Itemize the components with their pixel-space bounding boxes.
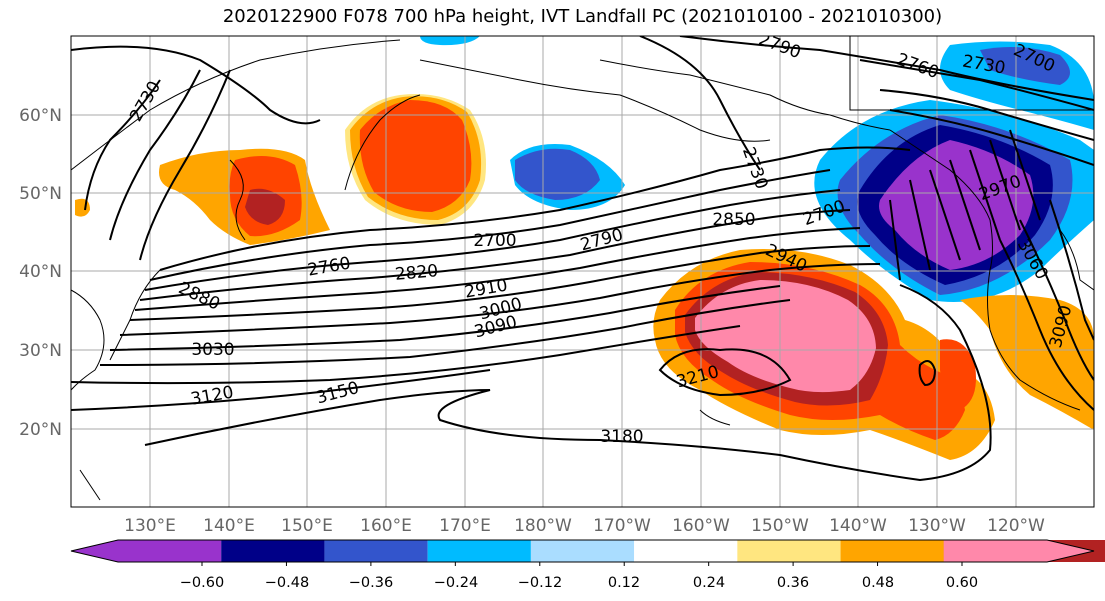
- lon-label: 150°W: [751, 516, 809, 536]
- longitude-axis: 130°E 140°E 150°E 160°E 170°E 180°W 170°…: [124, 516, 1045, 536]
- colorbar-segments: [70, 539, 1105, 563]
- contour-label: 2700: [473, 231, 516, 251]
- map-frame: [70, 35, 1095, 508]
- lat-label: 60°N: [19, 106, 62, 126]
- map-panel: 2730 2790 2760 2730 2700 2730 2700 2850 …: [71, 36, 1094, 507]
- ivt-positive-anomaly: [75, 94, 1094, 460]
- lon-label: 140°W: [829, 516, 887, 536]
- lat-label: 50°N: [19, 184, 62, 204]
- colorbar-label: −0.12: [518, 575, 562, 591]
- colorbar: −0.60 −0.48 −0.36 −0.24 −0.12 0.12 0.24 …: [70, 539, 1105, 591]
- colorbar-segment: [221, 540, 325, 562]
- contour-label: 2850: [712, 210, 755, 230]
- colorbar-segment: [840, 540, 944, 562]
- colorbar-label: −0.48: [265, 575, 309, 591]
- lon-label: 140°E: [203, 516, 255, 536]
- lat-label: 20°N: [19, 420, 62, 440]
- colorbar-label: 0.48: [862, 575, 894, 591]
- colorbar-label: −0.36: [349, 575, 393, 591]
- lon-label: 170°W: [593, 516, 651, 536]
- colorbar-segment: [530, 540, 635, 562]
- map-title: 2020122900 F078 700 hPa height, IVT Land…: [222, 6, 943, 27]
- lon-label: 150°E: [281, 516, 333, 536]
- latitude-axis: 60°N 50°N 40°N 30°N 20°N: [19, 106, 62, 440]
- colorbar-label: −0.60: [180, 575, 224, 591]
- lat-label: 30°N: [19, 341, 62, 361]
- height-contours: [71, 36, 1094, 482]
- colorbar-segment: [324, 540, 428, 562]
- colorbar-segment: [634, 540, 738, 562]
- colorbar-label: 0.36: [777, 575, 809, 591]
- graticule: [71, 36, 1094, 507]
- colorbar-segment: [943, 540, 1094, 562]
- colorbar-segment: [737, 540, 841, 562]
- lon-label: 120°W: [987, 516, 1045, 536]
- colorbar-segment: [71, 540, 222, 562]
- coastlines: [71, 36, 1094, 501]
- lon-label: 180°W: [514, 516, 572, 536]
- contour-label: 3030: [191, 340, 234, 360]
- lon-label: 160°E: [360, 516, 412, 536]
- colorbar-label: −0.24: [434, 575, 478, 591]
- colorbar-label: 0.60: [946, 575, 978, 591]
- lat-label: 40°N: [19, 262, 62, 282]
- colorbar-ticks: [201, 562, 963, 566]
- colorbar-label: 0.24: [693, 575, 725, 591]
- lon-label: 170°E: [439, 516, 491, 536]
- colorbar-label: 0.12: [608, 575, 640, 591]
- colorbar-labels: −0.60 −0.48 −0.36 −0.24 −0.12 0.12 0.24 …: [180, 575, 978, 591]
- colorbar-segment: [427, 540, 531, 562]
- lon-label: 130°E: [124, 516, 176, 536]
- lon-label: 160°W: [672, 516, 730, 536]
- contour-label: 2820: [394, 261, 439, 285]
- lon-label: 130°W: [908, 516, 966, 536]
- colorbar-outline: [70, 539, 1095, 563]
- contour-label: 3180: [600, 427, 643, 447]
